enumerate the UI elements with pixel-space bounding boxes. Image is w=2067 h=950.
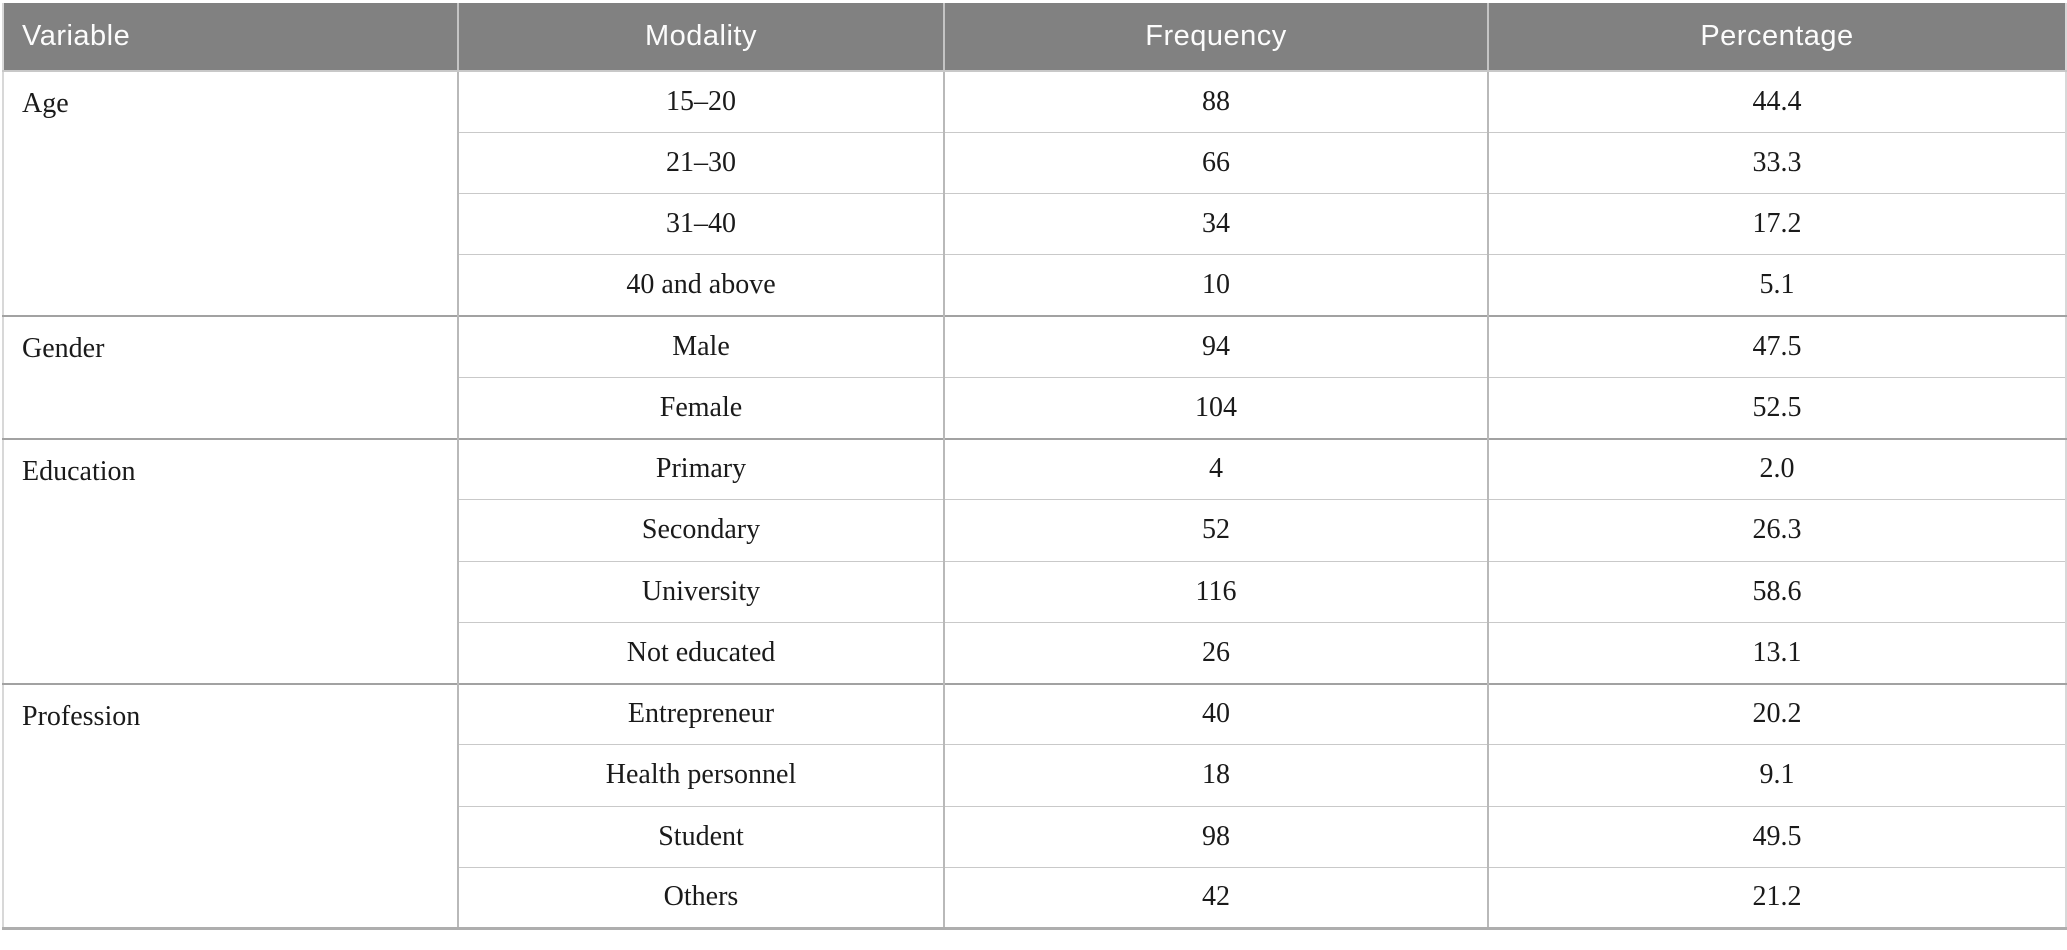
frequency-cell: 88 [943,71,1488,133]
modality-cell: Health personnel [457,744,944,806]
modality-cell: Student [457,805,944,868]
modality-cell: 21–30 [457,131,944,194]
column-header-frequency: Frequency [943,3,1488,72]
frequency-cell: 52 [943,499,1488,561]
table-row: Education Primary 4 2.0 [3,437,2066,684]
percentage-cell: 17.2 [1487,192,2066,255]
table-row: 21–30 66 33.3 [3,131,2066,194]
table-row: Profession Entrepreneur 40 20.2 [3,682,2066,929]
modality-cell: 15–20 [457,71,944,133]
table-row: University 116 58.6 [3,560,2066,623]
modality-cell: Secondary [457,499,944,561]
table-row: Secondary 52 26.3 [3,499,2066,561]
table-row: 40 and above 10 5.1 [3,254,2066,316]
column-header-variable: Variable [3,3,458,72]
frequency-cell: 116 [943,560,1488,623]
frequency-cell: 94 [943,314,1488,378]
modality-cell: Primary [457,437,944,500]
modality-cell: 40 and above [457,254,944,316]
table-body: Age 15–20 88 44.4 21–30 66 33.3 31–40 34 17.2 40 a… [3,71,2066,929]
frequency-cell: 42 [943,866,1488,929]
percentage-cell: 52.5 [1487,376,2066,439]
frequency-cell: 104 [943,376,1488,439]
percentage-cell: 2.0 [1487,437,2066,500]
frequency-cell: 26 [943,621,1488,684]
frequency-cell: 40 [943,682,1488,745]
variable-cell: Age [22,88,69,119]
table-row: Not educated 26 13.1 [3,621,2066,684]
modality-cell: Male [457,314,944,378]
table-row: Others 42 21.2 [3,866,2066,929]
variable-cell: Profession [3,682,458,929]
frequency-cell: 4 [943,437,1488,500]
table-row: Gender Male 94 47.5 [3,314,2066,439]
table-container: Variable Modality Frequency Percentage A… [2,3,2067,930]
percentage-cell: 9.1 [1487,744,2066,806]
frequency-cell: 34 [943,192,1488,255]
modality-cell: Not educated [457,621,944,684]
table-row: Health personnel 18 9.1 [3,744,2066,806]
percentage-cell: 26.3 [1487,499,2066,561]
percentage-cell: 49.5 [1487,805,2066,868]
percentage-cell: 47.5 [1487,314,2066,378]
modality-cell: 31–40 [457,192,944,255]
variable-cell: Gender [3,315,458,439]
percentage-cell: 13.1 [1487,621,2066,684]
percentage-cell: 44.4 [1487,71,2066,133]
frequency-cell: 10 [943,254,1488,316]
table-row: Female 104 52.5 [3,376,2066,439]
table-row: Student 98 49.5 [3,805,2066,868]
column-header-modality: Modality [457,3,944,72]
percentage-cell: 33.3 [1487,131,2066,194]
table-header-row: Variable Modality Frequency Percentage [3,3,2066,72]
modality-cell: Entrepreneur [457,682,944,745]
frequency-cell: 66 [943,131,1488,194]
table-row: 31–40 34 17.2 [3,192,2066,255]
percentage-cell: 21.2 [1487,866,2066,929]
table-row: Age 15–20 88 44.4 [3,71,2066,133]
modality-cell: University [457,560,944,623]
modality-cell: Others [457,866,944,929]
demographics-table: Variable Modality Frequency Percentage A… [2,3,2067,930]
variable-cell: Education [3,437,458,684]
modality-cell: Female [457,376,944,439]
percentage-cell: 5.1 [1487,254,2066,316]
frequency-cell: 98 [943,805,1488,868]
percentage-cell: 58.6 [1487,560,2066,623]
percentage-cell: 20.2 [1487,682,2066,745]
column-header-percentage: Percentage [1487,3,2066,72]
frequency-cell: 18 [943,744,1488,806]
